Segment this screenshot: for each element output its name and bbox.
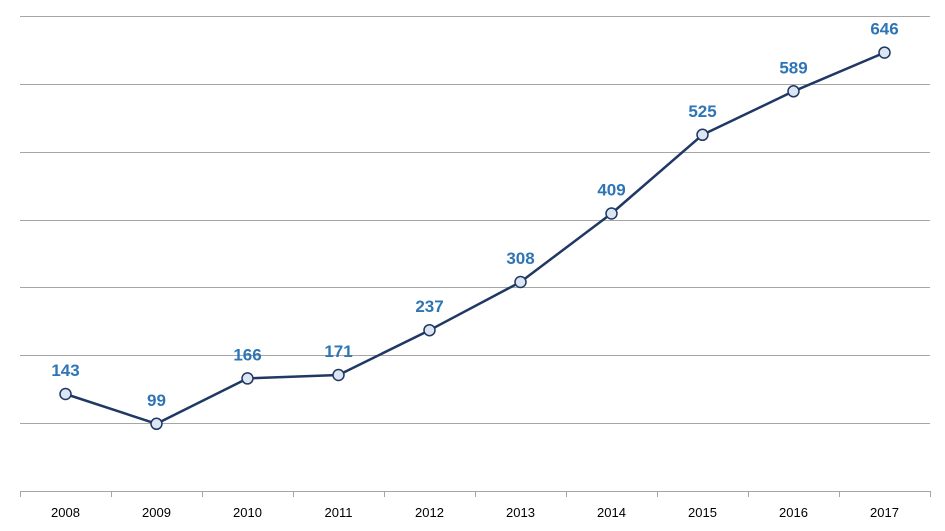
data-point bbox=[241, 372, 254, 385]
data-point bbox=[150, 417, 163, 431]
series-layer bbox=[65, 51, 885, 426]
data-point bbox=[423, 323, 436, 337]
markers bbox=[59, 46, 891, 431]
data-label: 308 bbox=[506, 249, 534, 268]
data-label: 525 bbox=[688, 102, 716, 121]
series-line bbox=[65, 51, 885, 426]
data-point bbox=[696, 128, 709, 142]
x-tick-label: 2013 bbox=[506, 505, 535, 520]
x-tick-label: 2012 bbox=[415, 505, 444, 520]
x-tick-labels: 2008 2009 2010 2011 2012 2013 2014 2015 2016 2017 bbox=[51, 505, 899, 520]
x-axis bbox=[20, 491, 931, 497]
x-tick-label: 2014 bbox=[597, 505, 626, 520]
data-label: 589 bbox=[779, 58, 807, 77]
x-tick-label: 2009 bbox=[142, 505, 171, 520]
data-label: 166 bbox=[233, 345, 261, 364]
data-point bbox=[514, 275, 527, 289]
data-point bbox=[878, 46, 891, 59]
data-point bbox=[605, 207, 618, 220]
data-point bbox=[59, 387, 72, 401]
data-label: 409 bbox=[597, 181, 625, 200]
gridlines bbox=[20, 16, 930, 424]
x-tick-label: 2011 bbox=[325, 505, 353, 520]
data-point bbox=[332, 368, 345, 382]
data-label: 646 bbox=[870, 20, 898, 39]
data-labels: 143 99 166 171 237 308 409 525 589 646 bbox=[51, 20, 898, 410]
data-label: 237 bbox=[415, 297, 443, 316]
data-label: 171 bbox=[324, 342, 352, 361]
x-tick-label: 2016 bbox=[779, 505, 808, 520]
x-tick-label: 2008 bbox=[51, 505, 80, 520]
x-tick-label: 2017 bbox=[870, 505, 899, 520]
data-label: 99 bbox=[147, 391, 166, 410]
data-point bbox=[787, 85, 800, 98]
data-label: 143 bbox=[51, 361, 79, 380]
x-tick-label: 2015 bbox=[688, 505, 717, 520]
x-tick-label: 2010 bbox=[233, 505, 262, 520]
